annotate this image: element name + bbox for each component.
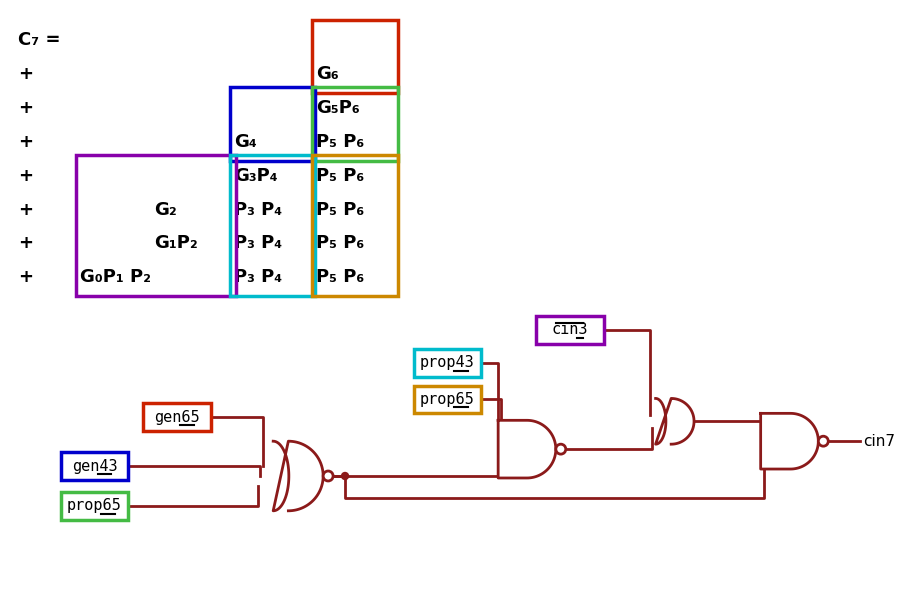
Bar [230, 87, 315, 161]
Polygon shape [274, 441, 323, 511]
Text: G₀P₁ P₂: G₀P₁ P₂ [79, 268, 150, 286]
Bar [312, 20, 398, 93]
FancyBboxPatch shape [143, 403, 211, 431]
Text: G₆: G₆ [316, 65, 339, 83]
Text: P₅ P₆: P₅ P₆ [316, 235, 364, 253]
Text: +: + [18, 268, 33, 286]
Text: P₅ P₆: P₅ P₆ [316, 268, 364, 286]
FancyBboxPatch shape [536, 316, 604, 344]
Text: +: + [18, 235, 33, 253]
Text: G₅P₆: G₅P₆ [316, 99, 360, 117]
FancyBboxPatch shape [60, 452, 129, 480]
Text: G₂: G₂ [154, 200, 177, 218]
Text: G₄: G₄ [234, 133, 256, 151]
Text: cin7: cin7 [863, 434, 896, 449]
Text: +: + [18, 65, 33, 83]
FancyBboxPatch shape [414, 386, 482, 413]
Text: P₃ P₄: P₃ P₄ [234, 268, 282, 286]
FancyBboxPatch shape [60, 492, 129, 520]
Text: prop65: prop65 [420, 392, 475, 407]
Circle shape [556, 444, 566, 454]
Bar [312, 155, 398, 296]
Text: P₅ P₆: P₅ P₆ [316, 200, 364, 218]
Text: C₇ =: C₇ = [18, 31, 60, 49]
Text: G₃P₄: G₃P₄ [234, 167, 277, 185]
FancyBboxPatch shape [414, 349, 482, 377]
Bar [312, 87, 398, 161]
Circle shape [341, 473, 348, 479]
Text: G₁P₂: G₁P₂ [154, 235, 198, 253]
Text: gen65: gen65 [154, 410, 200, 425]
Text: +: + [18, 133, 33, 151]
Circle shape [323, 471, 333, 481]
Polygon shape [499, 421, 556, 478]
Bar [230, 155, 315, 296]
Circle shape [818, 436, 828, 446]
Text: prop43: prop43 [420, 355, 475, 370]
Text: +: + [18, 167, 33, 185]
Text: P₅ P₆: P₅ P₆ [316, 133, 364, 151]
Polygon shape [655, 398, 694, 444]
Text: P₃ P₄: P₃ P₄ [234, 235, 282, 253]
Text: P₅ P₆: P₅ P₆ [316, 167, 364, 185]
Text: +: + [18, 200, 33, 218]
Text: prop65: prop65 [68, 499, 122, 514]
Polygon shape [760, 413, 818, 469]
Text: +: + [18, 99, 33, 117]
Text: gen43: gen43 [72, 458, 117, 473]
Bar [76, 155, 236, 296]
Text: cin3: cin3 [552, 322, 588, 337]
Text: P₃ P₄: P₃ P₄ [234, 200, 282, 218]
